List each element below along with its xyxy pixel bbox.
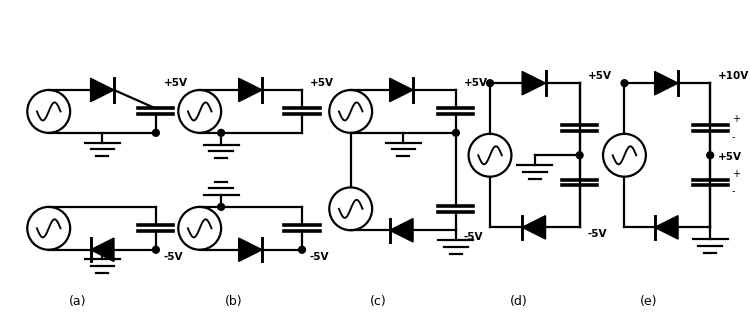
Text: +: + xyxy=(731,169,740,179)
Text: (d): (d) xyxy=(510,295,528,308)
Text: -: - xyxy=(731,186,735,196)
Circle shape xyxy=(152,246,159,253)
Text: +5V: +5V xyxy=(718,152,742,162)
Text: -5V: -5V xyxy=(464,232,483,242)
Text: +5V: +5V xyxy=(464,78,488,88)
Circle shape xyxy=(487,80,494,86)
Polygon shape xyxy=(522,216,545,239)
Text: -5V: -5V xyxy=(310,252,329,262)
Circle shape xyxy=(576,152,583,159)
Circle shape xyxy=(452,129,459,136)
Text: (e): (e) xyxy=(640,295,658,308)
Circle shape xyxy=(152,129,159,136)
Text: +5V: +5V xyxy=(310,78,334,88)
Polygon shape xyxy=(238,238,262,261)
Polygon shape xyxy=(238,78,262,102)
Polygon shape xyxy=(655,72,678,95)
Text: (a): (a) xyxy=(69,295,87,308)
Circle shape xyxy=(217,129,224,136)
Text: +: + xyxy=(731,114,740,124)
Text: -5V: -5V xyxy=(587,229,607,239)
Circle shape xyxy=(298,246,305,253)
Circle shape xyxy=(217,204,224,210)
Circle shape xyxy=(621,80,628,86)
Polygon shape xyxy=(390,218,413,242)
Text: +10V: +10V xyxy=(718,71,749,81)
Polygon shape xyxy=(390,78,413,102)
Text: +5V: +5V xyxy=(164,78,188,88)
Polygon shape xyxy=(522,72,545,95)
Circle shape xyxy=(706,152,713,159)
Text: +5V: +5V xyxy=(587,71,611,81)
Text: (b): (b) xyxy=(225,295,242,308)
Polygon shape xyxy=(91,78,114,102)
Text: -: - xyxy=(731,132,735,142)
Text: -5V: -5V xyxy=(164,252,183,262)
Text: (c): (c) xyxy=(370,295,386,308)
Polygon shape xyxy=(91,238,114,261)
Polygon shape xyxy=(655,216,678,239)
